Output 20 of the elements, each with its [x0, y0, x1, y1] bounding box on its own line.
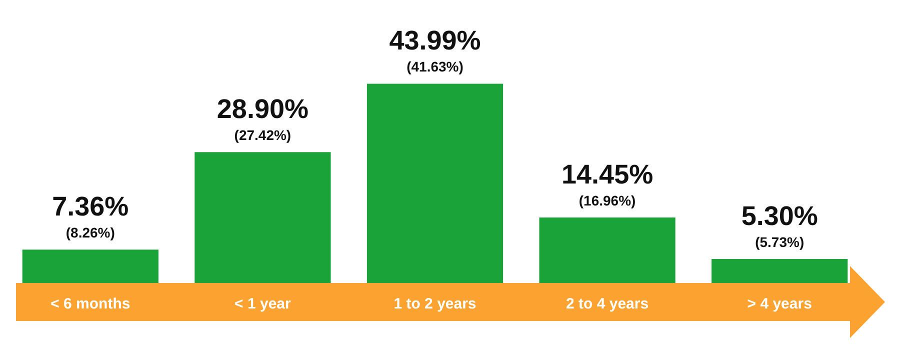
annotation: (16.96%) — [578, 192, 636, 209]
bar — [712, 258, 848, 283]
data-label: 7.36% — [52, 192, 129, 222]
annotation: (41.63%) — [406, 58, 464, 75]
bar — [366, 84, 504, 283]
annotation: (27.42%) — [234, 127, 292, 144]
x-tick-label: 1 to 2 years — [394, 296, 476, 312]
bar — [194, 152, 331, 283]
data-label: 5.30% — [741, 200, 818, 231]
x-tick-label: > 4 years — [747, 296, 812, 312]
annotation: (8.26%) — [66, 224, 115, 241]
x-tick-label: < 1 year — [234, 296, 292, 312]
bar — [22, 250, 158, 283]
data-label: 28.90% — [216, 94, 308, 124]
bar — [539, 218, 676, 283]
x-tick-label: 2 to 4 years — [566, 296, 649, 312]
x-tick-label: < 6 months — [50, 296, 130, 312]
data-label: 43.99% — [389, 26, 481, 56]
data-label: 14.45% — [562, 160, 654, 190]
annotation: (5.73%) — [755, 234, 804, 250]
